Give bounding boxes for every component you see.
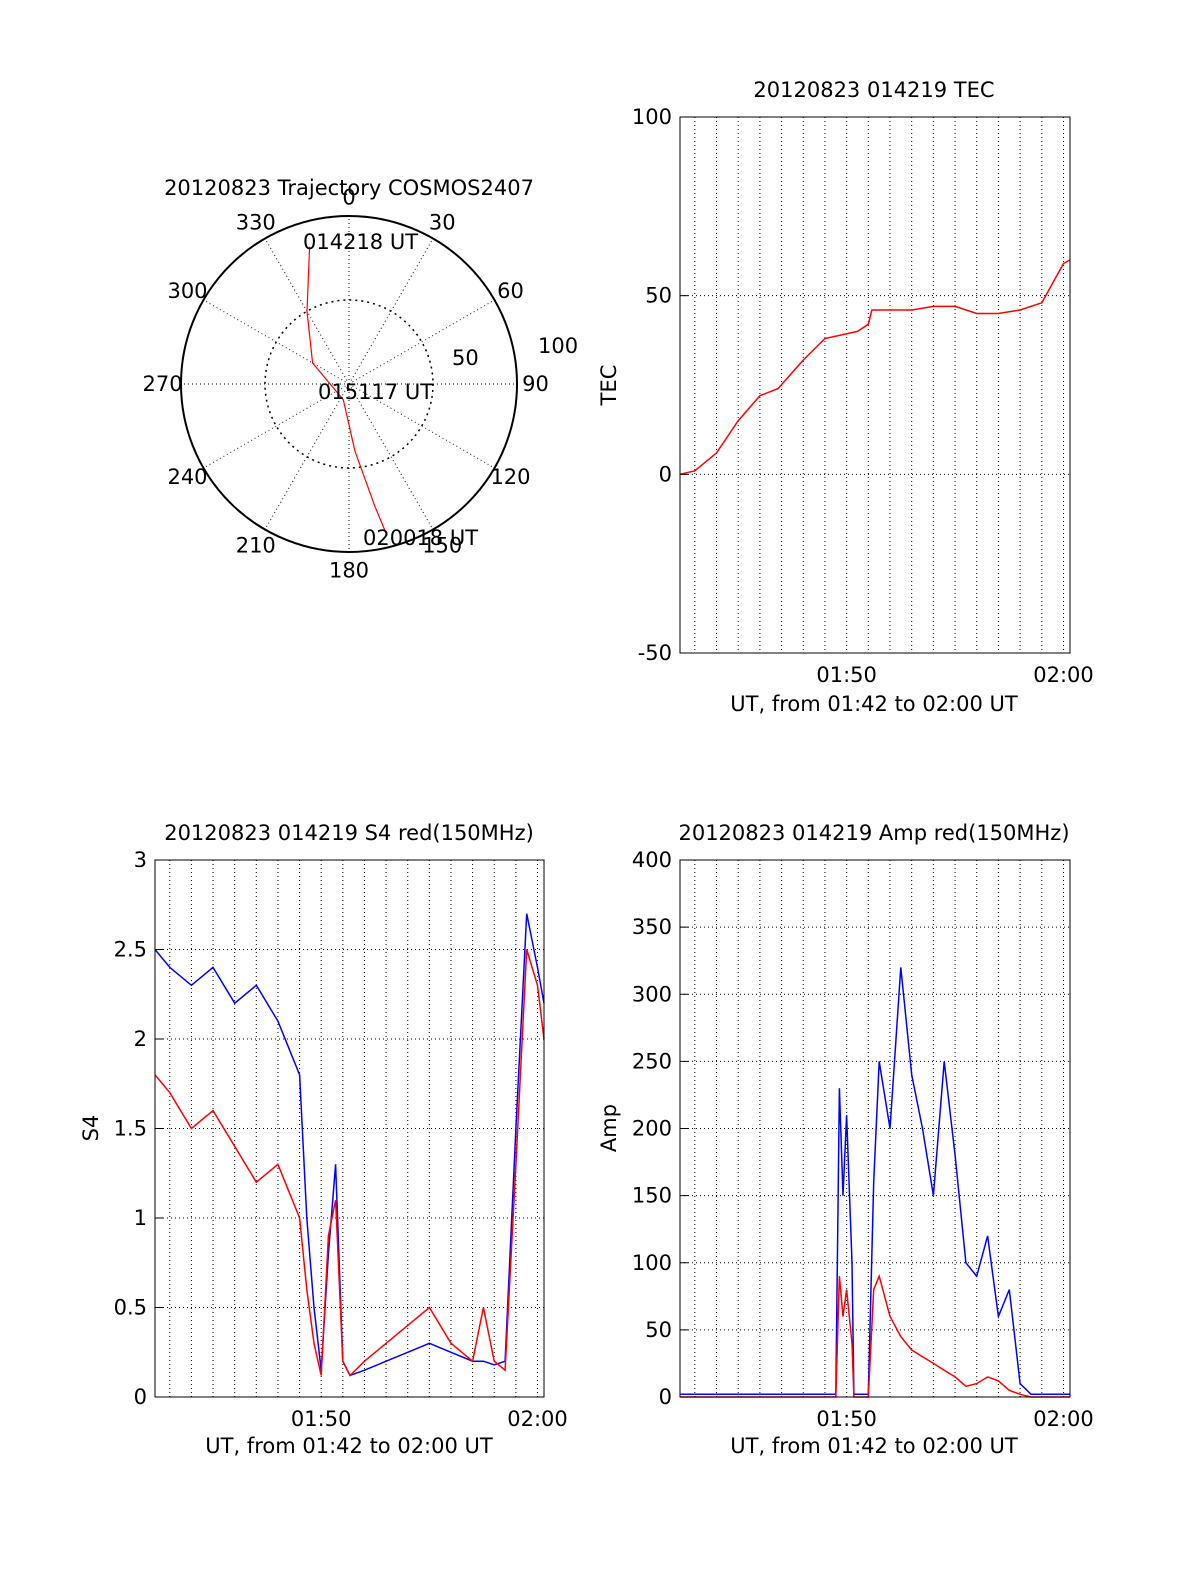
amp-ytick-label: 350 xyxy=(632,915,672,939)
tec-xtick-label: 01:50 xyxy=(816,663,877,687)
tec-ytick-label: 100 xyxy=(632,105,672,129)
amp-series-1-line xyxy=(680,967,1070,1396)
polar-spoke xyxy=(348,383,495,469)
polar-angle-label: 150 xyxy=(422,533,462,557)
polar-angle-label: 270 xyxy=(142,372,182,396)
amp-ytick-label: 0 xyxy=(659,1385,672,1409)
amp-ytick-label: 100 xyxy=(632,1251,672,1275)
tec-ytick-label: 0 xyxy=(659,462,672,486)
polar-spoke xyxy=(348,238,434,385)
s4-ytick-label: 1.5 xyxy=(114,1117,147,1141)
tec-title: 20120823 014219 TEC xyxy=(753,78,994,102)
s4-ytick-label: 2.5 xyxy=(114,938,147,962)
trajectory-time-annotation: 020018 UT xyxy=(363,526,478,550)
polar-angle-label: 330 xyxy=(236,211,276,235)
polar-grid xyxy=(180,215,518,553)
s4-xlabel: UT, from 01:42 to 02:00 UT xyxy=(205,1434,493,1458)
amp-ytick-label: 200 xyxy=(632,1117,672,1141)
s4-ytick-label: 0 xyxy=(134,1385,147,1409)
amp-xlabel: UT, from 01:42 to 02:00 UT xyxy=(730,1434,1018,1458)
polar-angle-label: 120 xyxy=(490,465,530,489)
tec-ytick-label: -50 xyxy=(638,641,672,665)
amp-xtick-label: 01:50 xyxy=(816,1407,877,1431)
trajectory-time-annotation: 015117 UT xyxy=(318,380,433,404)
polar-angle-label: 300 xyxy=(167,279,207,303)
tec-plot-frame xyxy=(679,116,1071,654)
tec-ytick-label: 50 xyxy=(645,284,672,308)
s4-ylabel: S4 xyxy=(79,1115,103,1142)
trajectory-panel: 20120823 Trajectory COSMOS2407 0 30 60 90 12… xyxy=(142,176,578,582)
polar-spoke xyxy=(203,383,350,469)
polar-outer-ring xyxy=(180,215,518,553)
polar-spoke xyxy=(348,299,495,385)
polar-angle-label: 60 xyxy=(497,279,524,303)
polar-spoke xyxy=(348,383,434,530)
amp-ytick-label: 150 xyxy=(632,1184,672,1208)
trajectory-title: 20120823 Trajectory COSMOS2407 xyxy=(164,176,534,200)
polar-angle-label: 240 xyxy=(167,465,207,489)
amp-title: 20120823 014219 Amp red(150MHz) xyxy=(678,821,1069,845)
s4-series-2-line xyxy=(154,949,545,1377)
s4-ytick-label: 0.5 xyxy=(114,1296,147,1320)
amp-xtick-label: 02:00 xyxy=(1033,1407,1094,1431)
tec-panel: 20120823 014219 TEC UT, from 01:42 to 02… xyxy=(597,78,1094,716)
polar-radius-label: 50 xyxy=(452,346,479,370)
amp-ytick-label: 50 xyxy=(645,1318,672,1342)
amp-ylabel: Amp xyxy=(597,1104,621,1152)
polar-labels: 0 30 60 90 120 150 180 210 240 270 300 330 50 100 0142… xyxy=(142,186,578,583)
trajectory-line xyxy=(306,246,387,535)
polar-angle-label: 0 xyxy=(342,186,355,210)
s4-ytick-label: 3 xyxy=(134,848,147,872)
polar-angle-label: 30 xyxy=(429,211,456,235)
s4-ytick-label: 2 xyxy=(134,1027,147,1051)
tec-xtick-label: 02:00 xyxy=(1033,663,1094,687)
s4-xtick-label: 02:00 xyxy=(507,1407,568,1431)
amp-panel: 20120823 014219 Amp red(150MHz) UT, from… xyxy=(597,821,1094,1458)
s4-title: 20120823 014219 S4 red(150MHz) xyxy=(164,821,534,845)
s4-panel: 20120823 014219 S4 red(150MHz) UT, from … xyxy=(79,821,568,1458)
polar-radius-label: 100 xyxy=(538,334,578,358)
polar-spoke xyxy=(264,383,350,530)
tec-ylabel: TEC xyxy=(597,365,621,407)
polar-angle-label: 180 xyxy=(329,558,369,582)
amp-ytick-label: 250 xyxy=(632,1049,672,1073)
tec-series-1-line xyxy=(679,259,1071,476)
tec-xlabel: UT, from 01:42 to 02:00 UT xyxy=(730,692,1018,716)
polar-angle-label: 210 xyxy=(236,533,276,557)
amp-series-2-line xyxy=(680,1273,1070,1398)
polar-series xyxy=(306,246,387,535)
s4-xtick-label: 01:50 xyxy=(291,1407,352,1431)
amp-ytick-label: 400 xyxy=(632,848,672,872)
trajectory-time-annotation: 014218 UT xyxy=(303,230,418,254)
polar-spoke xyxy=(203,299,350,385)
polar-angle-label: 90 xyxy=(522,372,549,396)
amp-ytick-label: 300 xyxy=(632,982,672,1006)
s4-ytick-label: 1 xyxy=(134,1206,147,1230)
